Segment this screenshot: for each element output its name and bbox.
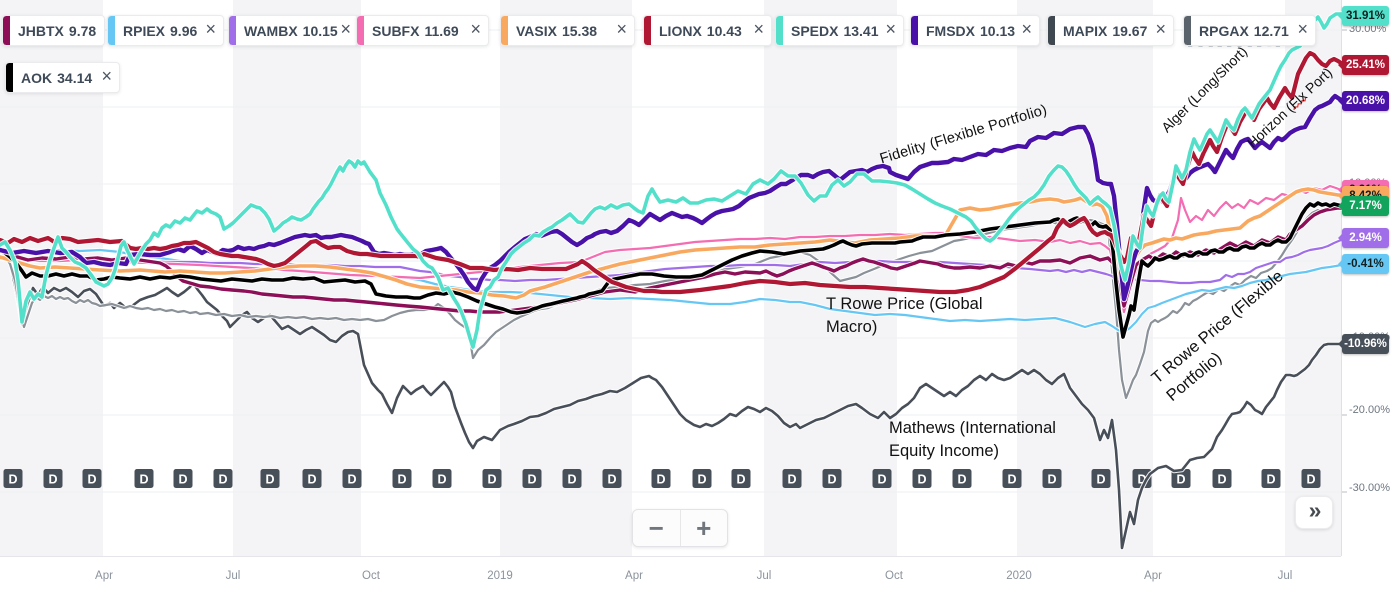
svg-text:D: D [827,473,836,487]
svg-text:D: D [1306,473,1315,487]
svg-text:D: D [218,473,227,487]
svg-text:D: D [139,473,148,487]
svg-text:D: D [787,473,796,487]
svg-text:D: D [178,473,187,487]
svg-text:D: D [397,473,406,487]
svg-text:D: D [437,473,446,487]
svg-text:D: D [48,473,57,487]
svg-text:D: D [567,473,576,487]
svg-text:D: D [8,473,17,487]
svg-text:D: D [1047,473,1056,487]
svg-text:D: D [656,473,665,487]
svg-text:D: D [347,473,356,487]
svg-text:D: D [265,473,274,487]
svg-text:D: D [487,473,496,487]
svg-text:D: D [527,473,536,487]
svg-text:D: D [877,473,886,487]
svg-text:D: D [1217,473,1226,487]
svg-text:D: D [1176,473,1185,487]
svg-text:D: D [307,473,316,487]
svg-text:D: D [1266,473,1275,487]
svg-text:D: D [1007,473,1016,487]
svg-text:D: D [957,473,966,487]
svg-text:D: D [87,473,96,487]
svg-text:D: D [697,473,706,487]
svg-text:D: D [1096,473,1105,487]
svg-text:D: D [917,473,926,487]
svg-text:D: D [736,473,745,487]
svg-text:D: D [607,473,616,487]
svg-text:D: D [1137,473,1146,487]
